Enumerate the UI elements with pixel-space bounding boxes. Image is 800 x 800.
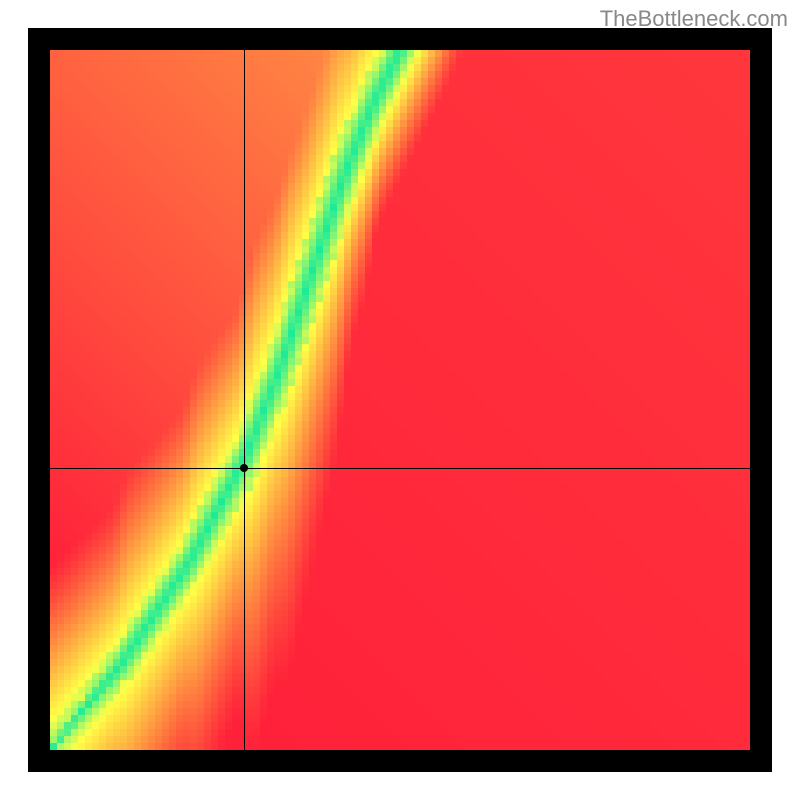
crosshair-horizontal (50, 468, 750, 469)
marker-dot (240, 464, 248, 472)
heatmap-canvas (50, 50, 750, 750)
watermark-text: TheBottleneck.com (600, 6, 788, 32)
outer-black-frame (28, 28, 772, 772)
chart-container: TheBottleneck.com (0, 0, 800, 800)
crosshair-vertical (244, 50, 245, 750)
plot-area (50, 50, 750, 750)
